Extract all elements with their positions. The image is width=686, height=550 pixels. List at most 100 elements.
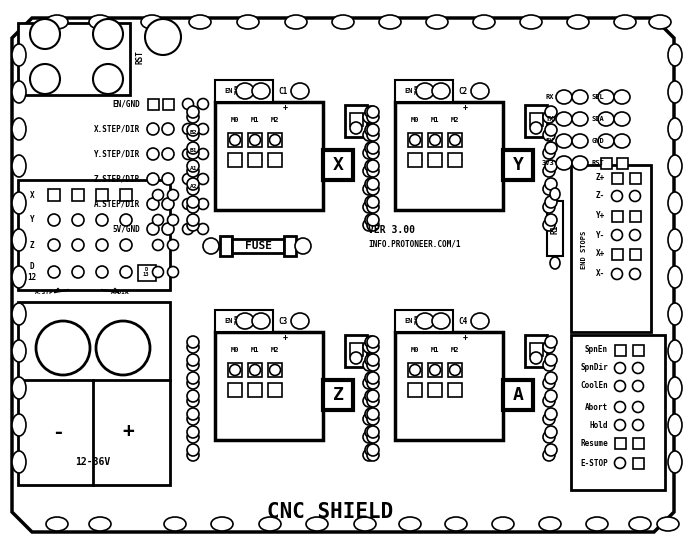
Bar [428,153,442,167]
Text: FUSE: FUSE [244,241,272,251]
Ellipse shape [668,266,682,288]
Circle shape [367,449,379,461]
Text: D
13: D 13 [143,267,150,277]
Text: TX: TX [545,116,554,122]
Ellipse shape [12,44,26,66]
Circle shape [367,183,379,195]
Circle shape [363,359,375,371]
Circle shape [145,19,181,55]
Circle shape [545,354,557,366]
Text: EN: EN [224,88,233,94]
Bar [215,102,323,210]
Text: 12-36V: 12-36V [75,457,110,467]
Circle shape [198,98,209,109]
Text: Y: Y [29,216,34,224]
Bar [615,344,626,355]
Circle shape [187,142,199,154]
Ellipse shape [46,517,68,531]
Circle shape [48,266,60,278]
Text: R1: R1 [550,224,560,234]
Circle shape [182,124,193,135]
Ellipse shape [471,83,489,99]
Text: 5V/GND: 5V/GND [113,224,140,234]
Circle shape [363,341,375,353]
Circle shape [250,365,261,376]
Bar [323,380,353,410]
Circle shape [365,408,377,420]
Ellipse shape [556,90,572,104]
Text: SDA: SDA [592,116,605,122]
Bar [248,153,262,167]
Ellipse shape [668,451,682,473]
Circle shape [96,321,150,375]
Circle shape [367,444,379,456]
Ellipse shape [379,15,401,29]
Ellipse shape [598,112,614,126]
Ellipse shape [252,83,270,99]
Bar [448,383,462,397]
Ellipse shape [236,313,254,329]
Text: SpnDir: SpnDir [580,364,608,372]
Ellipse shape [295,238,311,254]
Bar [632,437,643,448]
Bar [395,80,453,102]
Bar [428,363,442,377]
Circle shape [96,214,108,226]
Text: E
N: E N [233,316,237,326]
Circle shape [365,142,377,154]
Circle shape [543,449,555,461]
Circle shape [543,341,555,353]
Text: C3: C3 [279,316,287,326]
Bar [268,383,282,397]
Circle shape [187,426,199,438]
Bar [611,211,622,222]
Ellipse shape [236,83,254,99]
Circle shape [162,223,174,235]
Ellipse shape [354,517,376,531]
Circle shape [187,341,199,353]
Circle shape [187,449,199,461]
Bar [232,239,284,253]
Circle shape [187,147,199,159]
Circle shape [611,229,622,240]
Circle shape [363,377,375,389]
Circle shape [187,359,199,371]
Ellipse shape [12,192,26,214]
Bar [268,153,282,167]
Circle shape [543,413,555,425]
Ellipse shape [445,517,467,531]
Ellipse shape [237,15,259,29]
Bar [395,310,453,332]
Circle shape [365,196,377,208]
Circle shape [72,214,84,226]
Ellipse shape [46,15,68,29]
Ellipse shape [556,112,572,126]
Text: Y+: Y+ [595,212,605,221]
Circle shape [147,173,159,185]
Circle shape [367,142,379,154]
Circle shape [611,268,622,279]
Circle shape [167,239,178,250]
Circle shape [367,147,379,159]
Ellipse shape [657,517,679,531]
Ellipse shape [12,155,26,177]
Text: A.STP: A.STP [35,289,54,294]
Circle shape [187,178,199,190]
Circle shape [363,219,375,231]
Bar [215,80,273,102]
Circle shape [530,352,542,364]
Circle shape [167,190,178,201]
Bar [600,157,611,168]
Bar [525,335,547,367]
Circle shape [30,64,60,94]
Text: Resume: Resume [580,438,608,448]
Ellipse shape [614,90,630,104]
Ellipse shape [473,15,495,29]
Text: M1: M1 [251,117,259,123]
Circle shape [48,239,60,251]
Circle shape [615,381,626,392]
Bar [448,153,462,167]
Circle shape [367,196,379,208]
Text: SpnEn: SpnEn [585,345,608,355]
Bar [345,335,367,367]
